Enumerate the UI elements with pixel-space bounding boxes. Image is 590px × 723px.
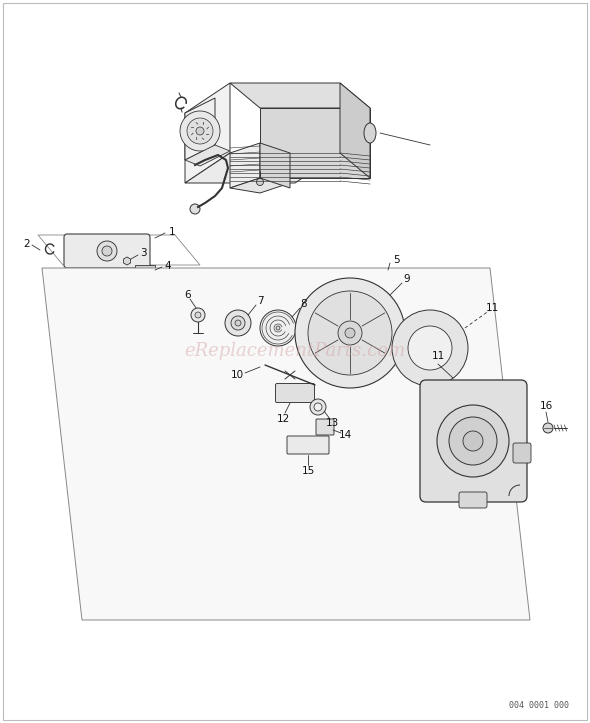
FancyArrowPatch shape	[207, 127, 208, 129]
Text: 8: 8	[301, 299, 307, 309]
Text: 7: 7	[257, 296, 263, 306]
Text: 5: 5	[393, 255, 399, 265]
FancyBboxPatch shape	[316, 419, 334, 435]
Polygon shape	[185, 145, 230, 166]
Ellipse shape	[364, 123, 376, 143]
FancyBboxPatch shape	[287, 436, 329, 454]
FancyBboxPatch shape	[276, 383, 314, 403]
Circle shape	[392, 310, 468, 386]
Circle shape	[543, 423, 553, 433]
Circle shape	[338, 321, 362, 345]
Circle shape	[276, 326, 280, 330]
Circle shape	[191, 308, 205, 322]
Circle shape	[235, 320, 241, 326]
Circle shape	[257, 179, 264, 186]
Circle shape	[408, 326, 452, 370]
Circle shape	[196, 127, 204, 135]
Text: 004 0001 000: 004 0001 000	[509, 701, 569, 710]
Circle shape	[195, 312, 201, 318]
Circle shape	[437, 405, 509, 477]
Circle shape	[345, 328, 355, 338]
FancyArrowPatch shape	[202, 138, 204, 140]
Polygon shape	[230, 143, 260, 188]
Polygon shape	[260, 108, 370, 178]
Circle shape	[295, 278, 405, 388]
Polygon shape	[185, 83, 230, 183]
Polygon shape	[340, 83, 370, 178]
Circle shape	[308, 291, 392, 375]
Text: 15: 15	[301, 466, 314, 476]
Text: 1: 1	[169, 227, 175, 237]
Circle shape	[463, 431, 483, 451]
Circle shape	[260, 310, 296, 346]
Polygon shape	[230, 83, 370, 108]
Text: 11: 11	[431, 351, 445, 361]
Text: 14: 14	[339, 430, 352, 440]
Circle shape	[449, 417, 497, 465]
Text: 9: 9	[404, 274, 410, 284]
Polygon shape	[185, 153, 340, 183]
Text: 12: 12	[276, 414, 290, 424]
Text: 11: 11	[486, 303, 499, 313]
FancyBboxPatch shape	[64, 234, 150, 268]
FancyBboxPatch shape	[459, 492, 487, 508]
Polygon shape	[135, 265, 155, 279]
Text: eReplacementParts.com: eReplacementParts.com	[184, 342, 406, 359]
Text: 6: 6	[185, 290, 191, 300]
Polygon shape	[230, 178, 290, 193]
Circle shape	[310, 399, 326, 415]
Text: 4: 4	[165, 261, 171, 271]
Circle shape	[225, 310, 251, 336]
Text: 16: 16	[539, 401, 553, 411]
Circle shape	[102, 246, 112, 256]
Text: 3: 3	[140, 248, 146, 258]
Circle shape	[231, 316, 245, 330]
Text: 10: 10	[231, 370, 244, 380]
Text: 2: 2	[24, 239, 30, 249]
Circle shape	[314, 403, 322, 411]
Polygon shape	[123, 257, 130, 265]
Circle shape	[180, 111, 220, 151]
Circle shape	[97, 241, 117, 261]
Circle shape	[190, 204, 200, 214]
Polygon shape	[42, 268, 530, 620]
Circle shape	[187, 118, 213, 144]
FancyArrowPatch shape	[196, 122, 198, 124]
Text: 13: 13	[325, 418, 339, 428]
Polygon shape	[260, 143, 290, 188]
FancyBboxPatch shape	[420, 380, 527, 502]
Polygon shape	[185, 98, 215, 160]
FancyBboxPatch shape	[513, 443, 531, 463]
FancyArrowPatch shape	[192, 133, 193, 135]
